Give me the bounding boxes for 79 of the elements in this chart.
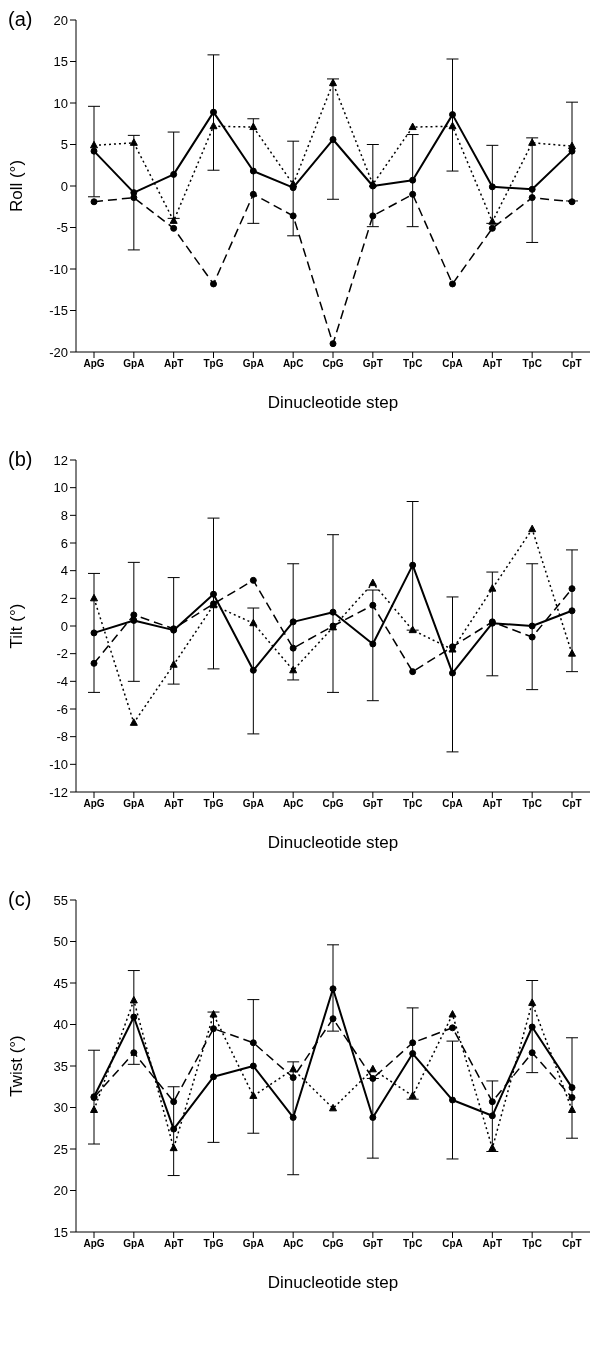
y-tick-label: 35	[53, 1058, 68, 1074]
x-tick-label: CpG	[322, 358, 344, 370]
y-tick-label: 45	[53, 975, 68, 991]
x-tick-label: GpA	[123, 798, 145, 810]
x-tick-label: CpA	[442, 798, 463, 810]
x-tick-label: GpT	[362, 1238, 383, 1250]
y-tick-label: 20	[53, 1183, 68, 1199]
x-tick-label: ApT	[482, 358, 503, 370]
x-axis-title: Dinucleotide step	[267, 1273, 399, 1292]
x-tick-label: ApT	[482, 798, 503, 810]
x-tick-label: TpC	[402, 358, 423, 370]
y-tick-label: -5	[56, 220, 68, 236]
x-tick-label: GpA	[123, 358, 145, 370]
x-tick-label: TpG	[203, 358, 224, 370]
x-tick-label: CpG	[322, 1238, 344, 1250]
x-tick-label: ApT	[163, 1238, 184, 1250]
x-axis-title: Dinucleotide step	[267, 393, 399, 412]
x-tick-label: ApT	[482, 1238, 503, 1250]
x-tick-label: ApG	[83, 798, 105, 810]
x-tick-label: CpG	[322, 798, 344, 810]
x-tick-label: GpT	[362, 358, 383, 370]
y-tick-label: -10	[49, 756, 68, 772]
x-tick-label: ApT	[163, 798, 184, 810]
y-tick-label: 10	[53, 95, 68, 111]
y-tick-label: 2	[60, 590, 68, 606]
y-tick-label: -20	[49, 344, 68, 360]
y-tick-label: 25	[53, 1141, 68, 1157]
y-tick-label: 4	[60, 563, 68, 579]
chart-title: (c)	[8, 888, 32, 911]
y-axis-title: Tilt (°)	[7, 603, 27, 649]
x-tick-label: CpT	[562, 358, 582, 370]
y-tick-label: -4	[56, 673, 68, 689]
x-tick-label: GpA	[242, 1238, 264, 1250]
y-tick-label: 12	[53, 452, 68, 468]
y-tick-label: -8	[56, 729, 68, 745]
x-axis-title: Dinucleotide step	[267, 833, 399, 852]
x-tick-label: GpA	[123, 1238, 145, 1250]
y-tick-label: 10	[53, 480, 68, 496]
y-tick-label: 15	[53, 54, 68, 70]
chart-title: (a)	[8, 8, 33, 31]
y-tick-label: 6	[60, 535, 68, 551]
y-tick-label: 20	[53, 12, 68, 28]
y-tick-label: 0	[60, 618, 68, 634]
x-tick-label: ApC	[282, 1238, 304, 1250]
x-tick-label: ApG	[83, 358, 105, 370]
y-tick-label: 15	[53, 1224, 68, 1240]
x-tick-label: TpC	[522, 1238, 542, 1250]
x-tick-label: CpA	[442, 358, 463, 370]
x-tick-label: GpA	[242, 798, 264, 810]
x-tick-label: ApG	[83, 1238, 105, 1250]
y-tick-label: 55	[53, 892, 68, 908]
y-tick-label: -15	[49, 303, 68, 319]
y-tick-label: -2	[56, 646, 68, 662]
x-tick-label: CpT	[562, 798, 582, 810]
x-tick-label: GpT	[362, 798, 383, 810]
y-tick-label: 8	[60, 507, 68, 523]
x-tick-label: ApC	[282, 358, 304, 370]
y-tick-label: 5	[60, 137, 68, 153]
y-tick-label: -10	[49, 261, 68, 277]
x-tick-label: CpA	[442, 1238, 463, 1250]
x-tick-label: TpC	[522, 358, 542, 370]
x-tick-label: ApC	[282, 798, 304, 810]
y-tick-label: -12	[49, 784, 68, 800]
x-tick-label: TpG	[203, 1238, 224, 1250]
x-tick-label: GpA	[242, 358, 264, 370]
y-tick-label: 40	[53, 1017, 68, 1033]
y-tick-label: 30	[53, 1100, 68, 1116]
x-tick-label: CpT	[562, 1238, 582, 1250]
y-tick-label: -6	[56, 701, 68, 717]
y-tick-label: 50	[53, 934, 68, 950]
y-tick-label: 0	[60, 178, 68, 194]
y-axis-title: Twist (°)	[7, 1035, 27, 1097]
x-tick-label: TpC	[402, 1238, 423, 1250]
x-tick-label: TpC	[522, 798, 542, 810]
x-tick-label: ApT	[163, 358, 184, 370]
x-tick-label: TpG	[203, 798, 224, 810]
x-tick-label: TpC	[402, 798, 423, 810]
chart-title: (b)	[8, 448, 33, 471]
y-axis-title: Roll (°)	[7, 159, 27, 213]
